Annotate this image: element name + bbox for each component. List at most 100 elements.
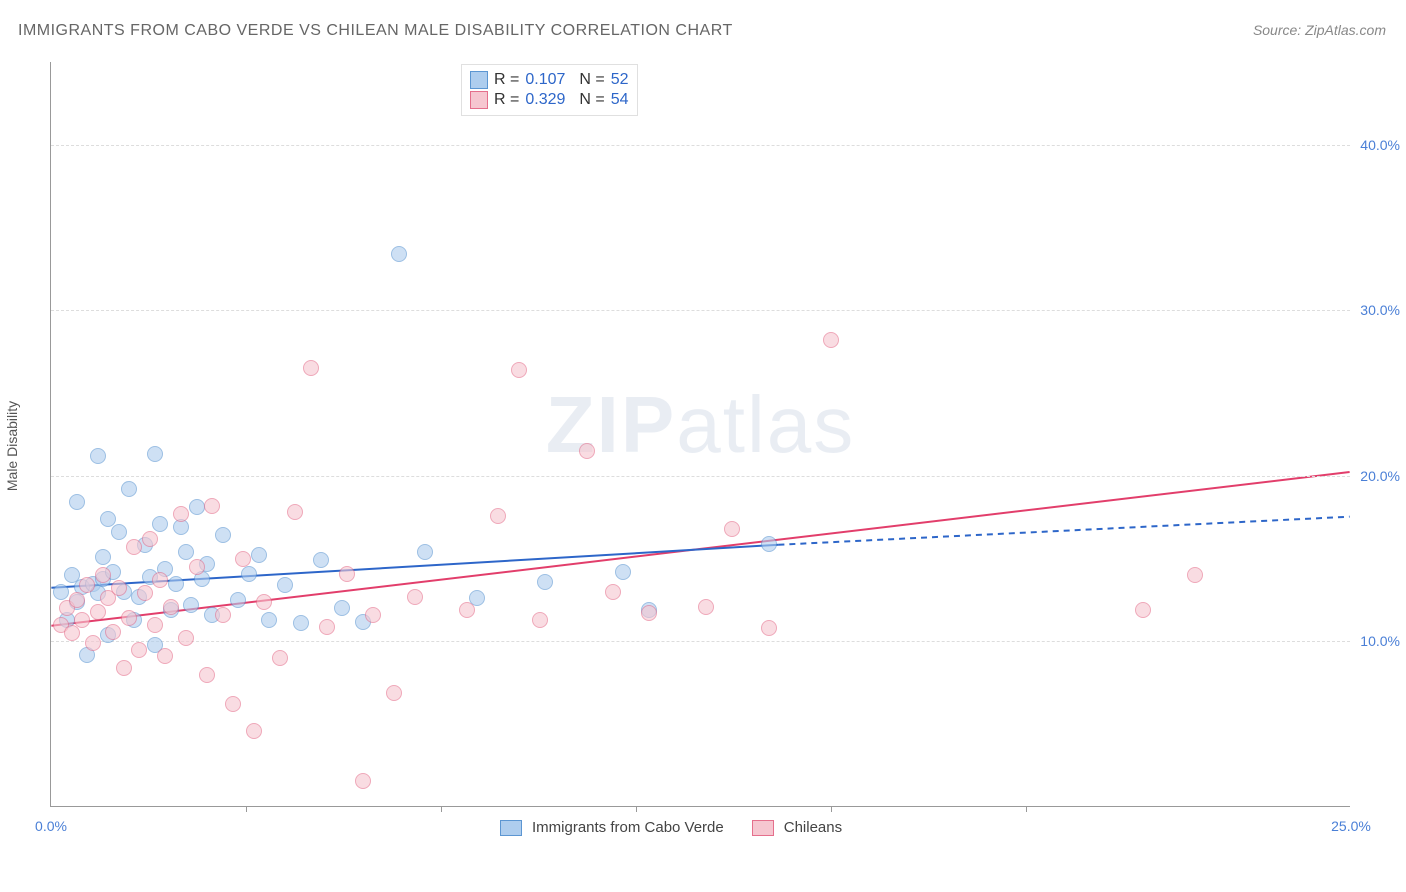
data-point [615,564,631,580]
legend-swatch [500,820,522,836]
data-point [407,589,423,605]
data-point [319,619,335,635]
gridline [51,310,1350,311]
data-point [256,594,272,610]
chart-container: IMMIGRANTS FROM CABO VERDE VS CHILEAN MA… [0,0,1406,892]
trend-lines-svg [51,62,1350,806]
data-point [116,660,132,676]
data-point [303,360,319,376]
x-tick-mark [831,806,832,812]
data-point [152,516,168,532]
data-point [189,499,205,515]
data-point [126,539,142,555]
data-point [168,576,184,592]
data-point [147,446,163,462]
y-axis-label: Male Disability [4,401,20,491]
data-point [90,604,106,620]
data-point [246,723,262,739]
x-tick-mark [1026,806,1027,812]
legend-stat-row: R = 0.329 N = 54 [470,91,629,109]
data-point [417,544,433,560]
data-point [204,498,220,514]
data-point [137,585,153,601]
legend-n-value: 54 [611,91,629,109]
y-tick-label: 30.0% [1352,302,1400,318]
data-point [69,592,85,608]
gridline [51,641,1350,642]
data-point [69,494,85,510]
data-point [532,612,548,628]
data-point [64,625,80,641]
data-point [511,362,527,378]
data-point [355,773,371,789]
gridline [51,145,1350,146]
data-point [74,612,90,628]
data-point [147,617,163,633]
data-point [121,481,137,497]
legend-swatch [470,91,488,109]
watermark: ZIPatlas [546,379,855,471]
source-label: Source: ZipAtlas.com [1253,22,1386,38]
data-point [459,602,475,618]
data-point [277,577,293,593]
legend-swatch [752,820,774,836]
x-tick-label: 25.0% [1331,818,1371,834]
data-point [131,642,147,658]
gridline [51,476,1350,477]
data-point [230,592,246,608]
legend-swatch [470,71,488,89]
data-point [272,650,288,666]
data-point [1135,602,1151,618]
legend-n-value: 52 [611,71,629,89]
data-point [142,531,158,547]
data-point [163,599,179,615]
data-point [823,332,839,348]
data-point [537,574,553,590]
data-point [579,443,595,459]
y-tick-label: 20.0% [1352,468,1400,484]
data-point [173,506,189,522]
data-point [1187,567,1203,583]
data-point [152,572,168,588]
data-point [215,527,231,543]
legend-stat-row: R =0.107N =52 [470,71,629,89]
data-point [121,610,137,626]
data-point [199,667,215,683]
legend-r-value: 0.329 [525,91,565,109]
data-point [490,508,506,524]
data-point [287,504,303,520]
x-tick-mark [246,806,247,812]
legend-r-value: 0.107 [525,71,565,89]
data-point [79,577,95,593]
legend-bottom: Immigrants from Cabo Verde Chileans [500,819,842,836]
data-point [215,607,231,623]
data-point [391,246,407,262]
legend-n-label: N = [579,91,604,109]
data-point [761,620,777,636]
data-point [641,605,657,621]
data-point [183,597,199,613]
chart-title: IMMIGRANTS FROM CABO VERDE VS CHILEAN MA… [18,22,733,40]
legend-n-label: N = [579,71,604,89]
x-tick-mark [441,806,442,812]
plot-area: ZIPatlas R =0.107N =52R =0.329N =54 10.0… [50,62,1350,807]
data-point [225,696,241,712]
data-point [313,552,329,568]
data-point [95,549,111,565]
data-point [261,612,277,628]
data-point [365,607,381,623]
data-point [111,580,127,596]
legend-series-label: Immigrants from Cabo Verde [532,819,724,836]
data-point [293,615,309,631]
legend-stats: R = 0.107 N = 52 R = 0.329 N = 54 [461,64,638,116]
legend-r-label: R = [494,91,519,109]
data-point [157,648,173,664]
data-point [386,685,402,701]
data-point [178,630,194,646]
data-point [334,600,350,616]
data-point [235,551,251,567]
x-tick-mark [636,806,637,812]
legend-series-label: Chileans [784,819,842,836]
y-tick-label: 10.0% [1352,633,1400,649]
data-point [189,559,205,575]
